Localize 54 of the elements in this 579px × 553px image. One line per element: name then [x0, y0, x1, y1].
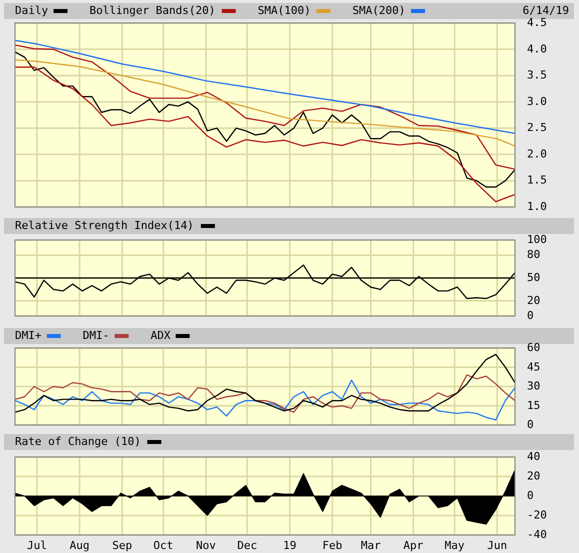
- line-series: [14, 44, 516, 170]
- y-tick-label: 4.5: [527, 16, 547, 30]
- legend-label: Bollinger Bands(20): [90, 4, 216, 18]
- x-tick-label: Sep: [112, 539, 132, 552]
- line-series: [14, 354, 516, 413]
- x-tick-label: Apr: [403, 539, 424, 552]
- x-tick-label: Jun: [487, 539, 508, 552]
- x-tick-label: Oct: [153, 539, 174, 552]
- y-tick-label: 1.0: [527, 200, 547, 214]
- y-tick-label: 50: [527, 271, 540, 284]
- y-tick-label: 60: [527, 341, 540, 354]
- line-series: [14, 66, 516, 202]
- y-tick-label: 15: [527, 398, 540, 412]
- y-tick-label: -20: [527, 508, 547, 522]
- legend-label: Daily: [15, 4, 48, 18]
- y-tick-label: 0: [527, 418, 534, 432]
- y-tick-label: 4.0: [527, 42, 547, 56]
- line-series: [14, 40, 516, 134]
- x-tick-label: May: [444, 539, 465, 552]
- y-tick-label: 20: [527, 294, 540, 307]
- y-tick-label: 1.5: [527, 174, 547, 187]
- legend-label: ADX: [150, 329, 171, 342]
- line-series: [14, 51, 516, 188]
- text: 6/14/19: [522, 4, 569, 18]
- x-tick-label: Dec: [237, 539, 258, 552]
- legend-label: Relative Strength Index(14): [15, 219, 194, 232]
- y-tick-label: -40: [527, 528, 547, 542]
- y-tick-label: 3.5: [527, 68, 547, 82]
- line-series: [14, 379, 516, 420]
- y-tick-label: 80: [527, 248, 540, 262]
- x-tick-label: Aug: [70, 539, 90, 552]
- x-tick-label: Jul: [27, 539, 47, 552]
- legend-label: DMI-: [82, 329, 110, 342]
- y-tick-label: 30: [527, 380, 540, 393]
- y-tick-label: 2.0: [527, 147, 547, 160]
- y-tick-label: 45: [527, 360, 540, 374]
- legend-label: SMA(100): [258, 4, 311, 18]
- legend-label: Rate of Change (10): [15, 435, 141, 448]
- y-tick-label: 0: [527, 489, 534, 502]
- line-series: [14, 59, 516, 147]
- line-series: [14, 264, 516, 300]
- y-tick-label: 100: [527, 233, 547, 246]
- x-tick-label: Mar: [360, 539, 382, 552]
- x-tick-label: Feb: [322, 539, 342, 552]
- y-tick-label: 3.0: [527, 94, 547, 108]
- y-tick-label: 0: [527, 309, 534, 322]
- x-tick-label: 19: [283, 539, 296, 552]
- y-tick-label: 20: [527, 470, 540, 483]
- y-tick-label: 2.5: [527, 121, 547, 134]
- line-series: [14, 374, 516, 413]
- x-tick-label: Nov: [196, 539, 216, 552]
- legend-label: SMA(200): [352, 4, 406, 18]
- y-tick-label: 40: [527, 450, 540, 464]
- legend-label: DMI+: [15, 329, 42, 342]
